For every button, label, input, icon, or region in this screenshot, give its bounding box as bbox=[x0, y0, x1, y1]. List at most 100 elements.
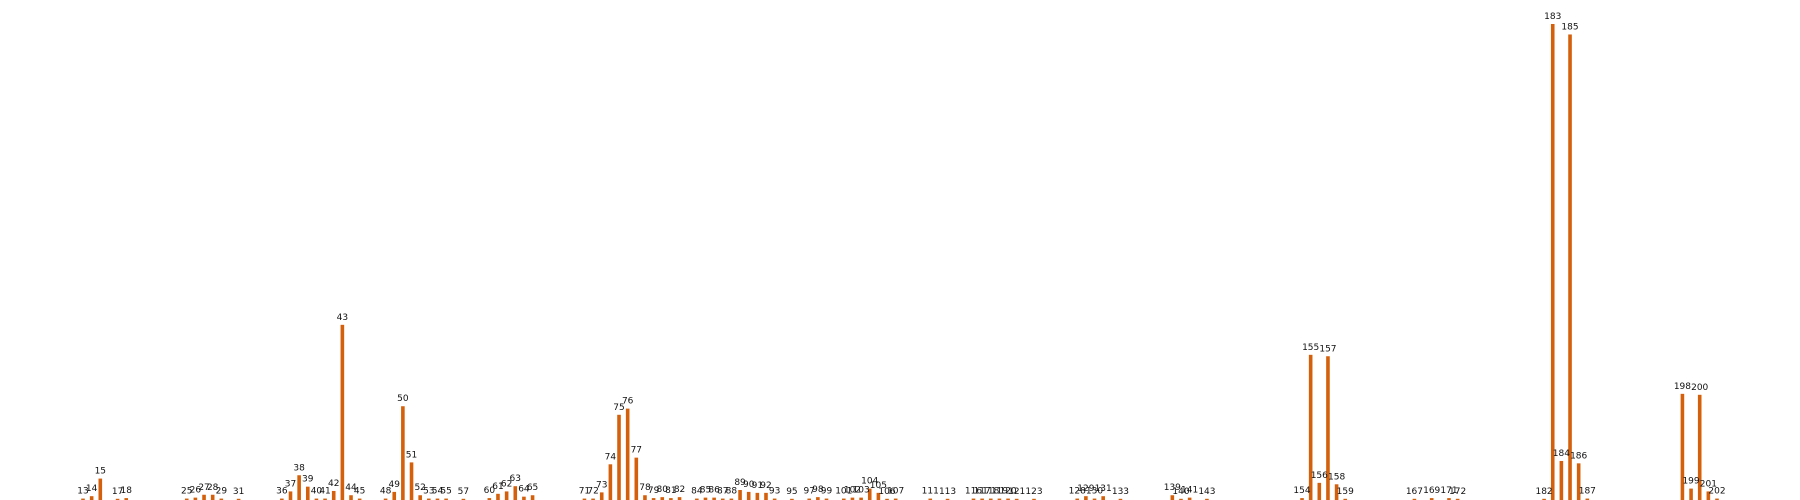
bar-label-36: 36 bbox=[276, 487, 288, 497]
bar-26 bbox=[193, 497, 198, 500]
bar-199 bbox=[1689, 488, 1693, 500]
bar-label-25: 25 bbox=[181, 487, 192, 497]
bar-label-43: 43 bbox=[337, 313, 348, 323]
bar-14 bbox=[89, 496, 94, 500]
bar-label-53: 53 bbox=[423, 487, 434, 497]
bar-label-49: 49 bbox=[389, 480, 401, 490]
bar-31 bbox=[236, 498, 241, 500]
bar-label-113: 113 bbox=[939, 487, 956, 497]
bar-label-82: 82 bbox=[674, 485, 685, 495]
bar-73 bbox=[599, 492, 604, 500]
bar-18 bbox=[124, 498, 129, 500]
bar-51 bbox=[409, 462, 414, 500]
bar-81 bbox=[669, 498, 673, 500]
bar-169 bbox=[1429, 498, 1434, 500]
bar-140 bbox=[1179, 498, 1183, 500]
bar-42 bbox=[331, 490, 336, 500]
bar-label-111: 111 bbox=[922, 487, 939, 497]
bar-label-65: 65 bbox=[527, 483, 538, 493]
bar-label-140: 140 bbox=[1172, 487, 1189, 497]
bar-200 bbox=[1697, 394, 1702, 500]
bar-17 bbox=[115, 498, 120, 500]
bar-143 bbox=[1205, 498, 1209, 500]
bar-label-71: 71 bbox=[579, 487, 590, 497]
bar-label-85: 85 bbox=[700, 486, 711, 496]
bar-121 bbox=[1014, 498, 1019, 500]
bar-54 bbox=[435, 498, 440, 500]
bar-label-139: 139 bbox=[1164, 483, 1181, 493]
bar-label-93: 93 bbox=[769, 487, 780, 497]
bar-label-87: 87 bbox=[717, 487, 728, 497]
bar-15 bbox=[98, 478, 103, 500]
bar-label-159: 159 bbox=[1337, 487, 1354, 497]
bar-102 bbox=[850, 497, 855, 500]
bar-label-51: 51 bbox=[406, 450, 417, 460]
bar-label-171: 171 bbox=[1440, 486, 1457, 496]
bar-185 bbox=[1568, 34, 1572, 500]
bar-label-84: 84 bbox=[691, 487, 703, 497]
bar-129 bbox=[1084, 496, 1088, 500]
bar-label-105: 105 bbox=[870, 481, 887, 491]
bar-label-120: 120 bbox=[999, 487, 1016, 497]
bar-label-78: 78 bbox=[639, 483, 651, 493]
bar-85 bbox=[703, 497, 708, 500]
bar-28 bbox=[210, 494, 215, 500]
bar-label-184: 184 bbox=[1553, 449, 1570, 459]
bar-label-13: 13 bbox=[77, 487, 88, 497]
bar-label-41: 41 bbox=[319, 487, 330, 497]
bar-44 bbox=[349, 495, 353, 500]
bar-label-18: 18 bbox=[121, 486, 133, 496]
bar-98 bbox=[816, 497, 820, 500]
bar-label-60: 60 bbox=[484, 486, 496, 496]
bar-label-98: 98 bbox=[812, 485, 824, 495]
bar-label-131: 131 bbox=[1095, 484, 1112, 494]
bar-label-186: 186 bbox=[1570, 451, 1587, 461]
bar-label-61: 61 bbox=[492, 482, 503, 492]
bar-84 bbox=[695, 498, 699, 500]
bar-label-121: 121 bbox=[1008, 487, 1025, 497]
bar-171 bbox=[1447, 498, 1451, 500]
bar-74 bbox=[608, 464, 613, 500]
bar-25 bbox=[184, 498, 189, 500]
bar-label-90: 90 bbox=[743, 480, 755, 490]
bar-182 bbox=[1542, 498, 1546, 500]
bar-label-156: 156 bbox=[1311, 471, 1328, 481]
bar-123 bbox=[1032, 498, 1036, 500]
bar-label-102: 102 bbox=[844, 486, 861, 496]
bar-38 bbox=[297, 475, 301, 500]
bar-label-81: 81 bbox=[665, 486, 676, 496]
bar-63 bbox=[513, 486, 518, 500]
bar-label-72: 72 bbox=[587, 487, 598, 497]
bar-45 bbox=[357, 498, 362, 500]
bar-label-167: 167 bbox=[1406, 487, 1423, 497]
bar-89 bbox=[738, 490, 742, 500]
bar-label-86: 86 bbox=[708, 486, 720, 496]
bar-154 bbox=[1300, 498, 1304, 500]
bar-202 bbox=[1715, 498, 1719, 500]
bar-86 bbox=[712, 497, 716, 500]
bar-label-183: 183 bbox=[1544, 12, 1561, 22]
bar-label-130: 130 bbox=[1086, 487, 1103, 497]
bar-label-64: 64 bbox=[518, 485, 530, 495]
bar-78 bbox=[643, 495, 647, 500]
bar-label-133: 133 bbox=[1112, 487, 1129, 497]
bar-label-50: 50 bbox=[397, 394, 409, 404]
bar-label-92: 92 bbox=[760, 481, 771, 491]
bar-27 bbox=[202, 494, 206, 500]
bar-79 bbox=[651, 498, 656, 500]
bar-label-89: 89 bbox=[734, 478, 746, 488]
bar-76 bbox=[625, 408, 630, 500]
bar-label-172: 172 bbox=[1449, 487, 1466, 497]
bar-55 bbox=[444, 498, 448, 500]
bar-101 bbox=[842, 498, 846, 500]
bar-label-118: 118 bbox=[982, 487, 999, 497]
bar-37 bbox=[288, 491, 293, 500]
bar-72 bbox=[591, 498, 595, 500]
bar-label-74: 74 bbox=[605, 452, 617, 462]
bar-116 bbox=[971, 498, 976, 500]
bar-label-199: 199 bbox=[1682, 477, 1699, 487]
bar-113 bbox=[945, 498, 950, 500]
bar-label-39: 39 bbox=[302, 475, 314, 485]
bar-label-55: 55 bbox=[440, 487, 451, 497]
